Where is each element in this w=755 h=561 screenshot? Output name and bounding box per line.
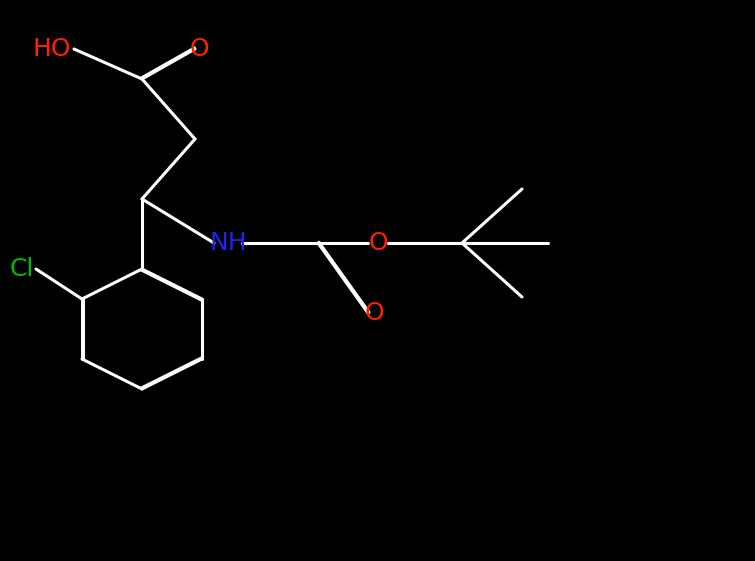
Text: O: O	[368, 231, 388, 255]
Text: NH: NH	[209, 231, 247, 255]
Text: O: O	[364, 301, 384, 325]
Text: HO: HO	[32, 37, 71, 61]
Text: O: O	[190, 37, 209, 61]
Text: Cl: Cl	[10, 257, 34, 281]
